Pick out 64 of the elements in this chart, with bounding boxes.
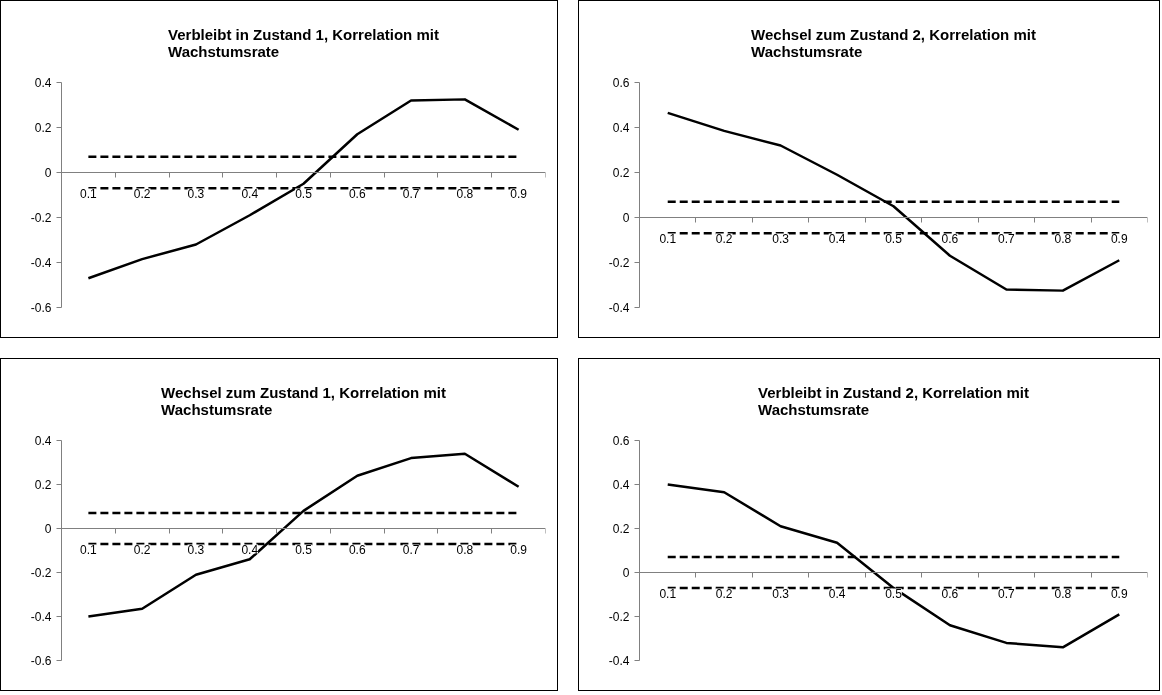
y-tick-label: 0.6 [612, 76, 630, 90]
y-tick-label: -0.4 [608, 301, 630, 315]
x-tick-label: 0.2 [133, 542, 151, 557]
y-tick-label: 0.4 [612, 121, 630, 135]
x-tick-label: 0.8 [456, 542, 474, 557]
x-tick-label: 0.5 [885, 586, 903, 601]
x-tick-label: 0.7 [402, 186, 420, 201]
x-tick-label: 0.8 [1054, 231, 1072, 246]
y-tick-label: 0 [44, 522, 52, 536]
x-tick-label: 0.7 [998, 586, 1016, 601]
y-tick-label: -0.4 [30, 256, 52, 270]
x-tick-label: 0.1 [659, 586, 677, 601]
y-tick-label: -0.6 [30, 301, 52, 315]
chart-title: Wechsel zum Zustand 1, Korrelation mit Wachstumsrate [161, 384, 446, 418]
y-tick-label: -0.2 [30, 566, 52, 580]
y-tick-label: 0.2 [612, 166, 630, 180]
x-tick-label: 0.5 [295, 186, 313, 201]
x-tick-label: 0.6 [348, 542, 366, 557]
y-tick-label: 0.4 [612, 478, 630, 492]
y-tick-label: -0.4 [30, 610, 52, 624]
x-tick-label: 0.4 [828, 586, 846, 601]
y-tick-label: -0.2 [30, 211, 52, 225]
x-tick-label: 0.1 [80, 542, 98, 557]
x-tick-label: 0.8 [456, 186, 474, 201]
chart-title: Verbleibt in Zustand 1, Korrelation mit Wachstumsrate [168, 26, 439, 60]
x-tick-label: 0.3 [187, 542, 205, 557]
y-tick-label: 0.2 [34, 121, 52, 135]
x-tick-label: 0.3 [772, 231, 790, 246]
x-tick-label: 0.1 [659, 231, 677, 246]
y-tick-label: -0.2 [608, 610, 630, 624]
chart-title: Wechsel zum Zustand 2, Korrelation mit Wachstumsrate [751, 26, 1036, 60]
x-tick-label: 0.9 [510, 186, 528, 201]
x-tick-label: 0.8 [1054, 586, 1072, 601]
x-tick-label: 0.5 [885, 231, 903, 246]
x-tick-label: 0.6 [941, 586, 959, 601]
x-tick-label: 0.5 [295, 542, 313, 557]
x-tick-label: 0.9 [510, 542, 528, 557]
x-tick-label: 0.6 [348, 186, 366, 201]
x-tick-label: 0.2 [715, 586, 733, 601]
x-tick-label: 0.3 [187, 186, 205, 201]
x-tick-label: 0.2 [715, 231, 733, 246]
x-tick-label: 0.2 [133, 186, 151, 201]
y-tick-label: 0 [44, 166, 52, 180]
chart-title: Verbleibt in Zustand 2, Korrelation mit Wachstumsrate [758, 384, 1029, 418]
x-tick-label: 0.3 [772, 586, 790, 601]
x-tick-label: 0.9 [1110, 586, 1128, 601]
x-tick-label: 0.7 [402, 542, 420, 557]
x-tick-label: 0.7 [998, 231, 1016, 246]
y-tick-label: 0.4 [34, 76, 52, 90]
x-tick-label: 0.4 [241, 186, 259, 201]
y-tick-label: 0.2 [34, 478, 52, 492]
x-tick-label: 0.6 [941, 231, 959, 246]
y-tick-label: -0.4 [608, 654, 630, 668]
y-tick-label: 0 [622, 566, 630, 580]
y-tick-label: -0.6 [30, 654, 52, 668]
x-tick-label: 0.4 [241, 542, 259, 557]
y-tick-label: 0.2 [612, 522, 630, 536]
x-tick-label: 0.4 [828, 231, 846, 246]
y-tick-label: 0.6 [612, 434, 630, 448]
x-tick-label: 0.9 [1110, 231, 1128, 246]
y-tick-label: 0.4 [34, 434, 52, 448]
y-tick-label: 0 [622, 211, 630, 225]
y-tick-label: -0.2 [608, 256, 630, 270]
x-tick-label: 0.1 [80, 186, 98, 201]
